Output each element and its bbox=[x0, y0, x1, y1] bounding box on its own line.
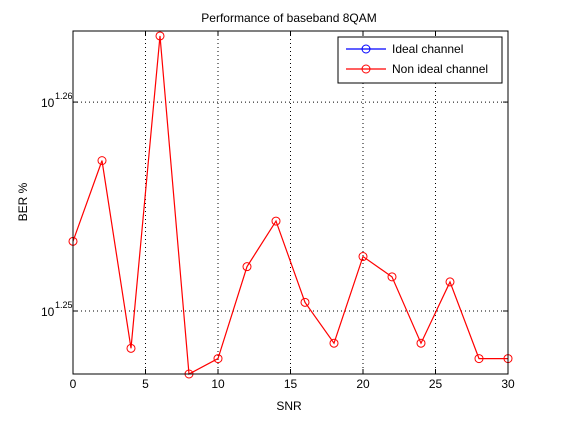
legend-label: Non ideal channel bbox=[392, 62, 488, 76]
legend-marker bbox=[361, 64, 371, 74]
data-point bbox=[358, 252, 368, 262]
data-point bbox=[126, 343, 136, 353]
plot-area bbox=[73, 31, 508, 374]
x-tick-label: 30 bbox=[501, 377, 515, 391]
x-tick-label: 25 bbox=[429, 377, 443, 391]
y-tick-label-exponent: 1.25 bbox=[55, 300, 73, 310]
data-point bbox=[300, 297, 310, 307]
data-point bbox=[213, 354, 223, 364]
y-tick-label-exponent: 1.26 bbox=[55, 91, 73, 101]
data-point bbox=[155, 31, 165, 41]
legend-marker bbox=[361, 44, 371, 54]
x-tick-label: 10 bbox=[211, 377, 225, 391]
data-point bbox=[329, 338, 339, 348]
data-point bbox=[445, 277, 455, 287]
x-axis-label: SNR bbox=[276, 399, 302, 413]
data-point bbox=[416, 338, 426, 348]
legend: Ideal channel Non ideal channel bbox=[337, 36, 503, 84]
legend-label: Ideal channel bbox=[392, 42, 463, 56]
x-tick-label: 0 bbox=[70, 377, 77, 391]
grid-lines bbox=[73, 31, 508, 374]
y-axis-label: BER % bbox=[16, 182, 30, 221]
x-axis: 0 5 10 15 20 25 30 bbox=[70, 31, 515, 391]
data-point bbox=[242, 262, 252, 272]
series-line-1 bbox=[72, 35, 508, 375]
x-tick-label: 20 bbox=[356, 377, 370, 391]
x-tick-label: 5 bbox=[142, 377, 149, 391]
data-point bbox=[271, 216, 281, 226]
chart-title: Performance of baseband 8QAM bbox=[201, 11, 376, 25]
y-tick-label: 10 bbox=[41, 96, 55, 110]
data-point bbox=[387, 272, 397, 282]
data-point bbox=[97, 156, 107, 166]
x-tick-label: 15 bbox=[284, 377, 298, 391]
data-point bbox=[474, 354, 484, 364]
y-tick-label: 10 bbox=[41, 305, 55, 319]
